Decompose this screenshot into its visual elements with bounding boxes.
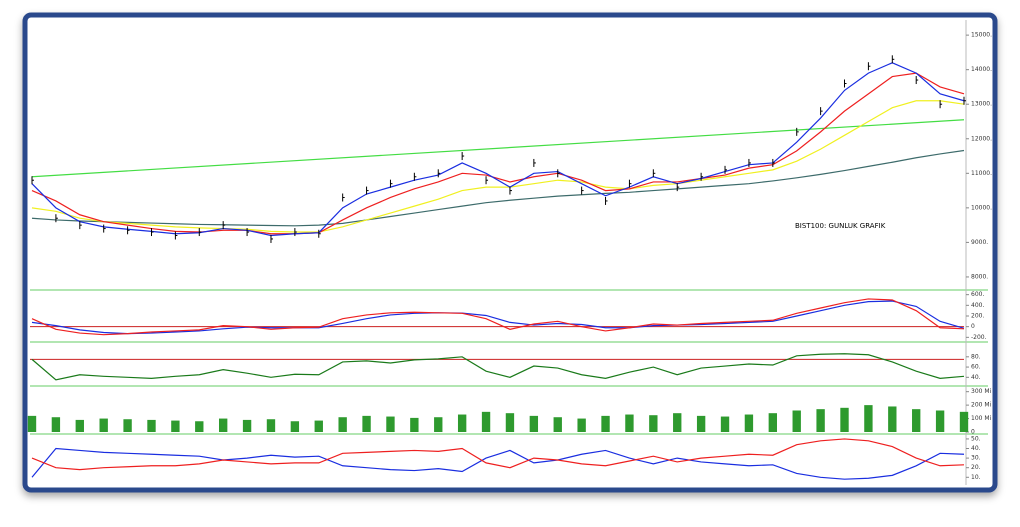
- volume-bar: [912, 409, 921, 432]
- indicator-line: [31, 72, 965, 235]
- y-tick-label: 600.: [971, 291, 984, 298]
- volume-bar: [75, 419, 84, 432]
- y-tick-label: 40.: [971, 374, 981, 381]
- y-tick-label: 100 Mi: [971, 415, 992, 422]
- y-tick-label: -200.: [971, 334, 987, 341]
- volume-bar: [481, 411, 491, 432]
- y-tick-label: 10.: [971, 474, 981, 481]
- frame: [22, 12, 998, 493]
- y-tick-label: 0: [971, 323, 975, 330]
- indicator-line: [31, 438, 965, 471]
- volume-bar: [338, 417, 347, 432]
- y-tick-label: 80.: [971, 353, 981, 360]
- volume-bar: [51, 417, 61, 432]
- y-tick-label: 60.: [971, 364, 981, 371]
- volume-bar: [768, 413, 778, 432]
- volume-bar: [314, 420, 323, 432]
- y-tick-label: 9000.: [971, 239, 988, 246]
- y-tick-label: 200 Mi: [971, 402, 992, 409]
- volume-bar: [792, 410, 801, 432]
- y-tick-label: 15000.: [971, 32, 992, 39]
- volume-bar: [99, 418, 108, 432]
- y-tick-label: 400.: [971, 302, 984, 309]
- indicator-line: [31, 62, 965, 237]
- indicator-line: [31, 149, 965, 227]
- volume-bar: [864, 405, 873, 432]
- volume-bar: [840, 407, 849, 432]
- volume-bar: [673, 413, 682, 432]
- volume-bar: [529, 415, 539, 432]
- y-tick-label: 11000.: [971, 170, 992, 177]
- indicator-line: [31, 100, 965, 233]
- volume-bar: [696, 415, 706, 432]
- volume-bar: [434, 417, 443, 432]
- y-tick-label: 40.: [971, 445, 981, 452]
- volume-bar: [362, 415, 371, 432]
- volume-bar: [242, 419, 252, 432]
- volume-bar: [27, 415, 37, 432]
- y-tick-label: 12000.: [971, 135, 992, 142]
- y-tick-label: 0: [971, 429, 975, 436]
- volume-bar: [720, 416, 730, 432]
- y-tick-label: 14000.: [971, 66, 992, 73]
- indicator-line: [31, 300, 965, 335]
- volume-bar: [266, 419, 276, 432]
- volume-bar: [888, 406, 897, 432]
- y-tick-label: 30.: [971, 455, 981, 462]
- volume-bar: [816, 409, 825, 432]
- trendline: [31, 119, 965, 178]
- y-tick-label: 10000.: [971, 204, 992, 211]
- y-tick-label: 8000.: [971, 273, 988, 280]
- annotation: BIST100: GUNLUK GRAFIK: [795, 222, 886, 230]
- volume-bar: [171, 420, 180, 432]
- volume-bar: [505, 413, 515, 432]
- volume-bar: [457, 414, 467, 432]
- indicator-line: [31, 447, 965, 480]
- volume-bar: [625, 414, 634, 432]
- volume-bar: [290, 421, 300, 432]
- volume-bar: [744, 414, 754, 432]
- volume-bar: [386, 416, 395, 432]
- panel-separators: [30, 20, 988, 485]
- volume-bar: [553, 417, 562, 432]
- volume-bar: [577, 418, 586, 432]
- y-tick-label: 13000.: [971, 101, 992, 108]
- y-tick-label: 300 Mi: [971, 388, 992, 395]
- volume-bar: [935, 410, 945, 432]
- volume-bar: [601, 415, 610, 432]
- volume-bar: [218, 418, 228, 432]
- volume-bar: [195, 421, 204, 432]
- y-tick-label: 200.: [971, 313, 984, 320]
- volume-bar: [649, 415, 658, 432]
- volume-bar: [959, 411, 969, 432]
- indicator-line: [31, 298, 965, 336]
- volume-bar: [123, 419, 132, 432]
- volume-bar: [147, 419, 156, 432]
- y-tick-label: 50.: [971, 435, 981, 442]
- volume-bar: [410, 417, 419, 432]
- y-tick-label: 20.: [971, 464, 981, 471]
- indicator-line: [31, 353, 965, 381]
